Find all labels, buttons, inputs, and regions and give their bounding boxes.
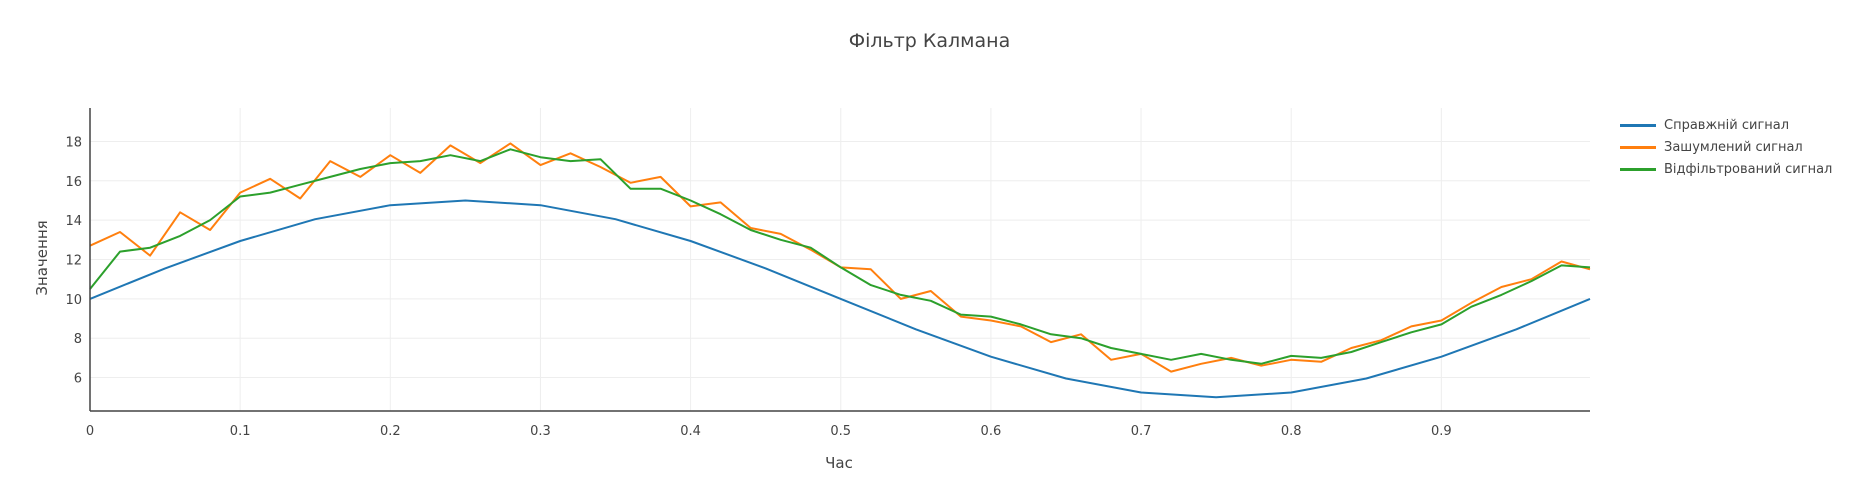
- legend-label: Зашумлений сигнал: [1664, 139, 1803, 155]
- x-tick-label: 0.2: [380, 424, 401, 439]
- x-tick-label: 0.4: [680, 424, 701, 439]
- x-tick-label: 0.8: [1281, 424, 1302, 439]
- x-tick-label: 0.3: [530, 424, 551, 439]
- series-line-1: [89, 142, 1591, 373]
- legend-item-noisy-signal[interactable]: Зашумлений сигнал: [1620, 136, 1832, 158]
- x-tick-label: 0: [86, 424, 94, 439]
- series-line-2: [89, 148, 1591, 365]
- axes: [89, 108, 1590, 412]
- legend-swatch-noisy-signal: [1620, 145, 1656, 149]
- y-tick-label: 18: [65, 135, 82, 150]
- y-axis-title: Значення: [33, 220, 51, 296]
- x-tick-label: 0.1: [230, 424, 251, 439]
- legend-item-filtered-signal[interactable]: Відфільтрований сигнал: [1620, 158, 1832, 180]
- x-tick-label: 0.6: [981, 424, 1002, 439]
- y-tick-label: 8: [74, 332, 82, 347]
- x-tick-label: 0.5: [830, 424, 851, 439]
- series-line-0: [89, 199, 1591, 399]
- series-lines: [89, 142, 1591, 399]
- tick-labels: 0 0.1 0.2 0.3 0.4 0.5 0.6 0.7 0.8 0.9 6 8 10 12 14 16 18: [65, 135, 1451, 439]
- legend-label: Справжній сигнал: [1664, 117, 1790, 133]
- y-tick-label: 14: [65, 214, 82, 229]
- legend-label: Відфільтрований сигнал: [1664, 161, 1833, 177]
- x-tick-label: 0.7: [1131, 424, 1152, 439]
- y-tick-label: 6: [74, 372, 82, 387]
- y-tick-label: 12: [65, 254, 82, 269]
- legend-item-true-signal[interactable]: Справжній сигнал: [1620, 114, 1832, 136]
- y-tick-label: 16: [65, 175, 82, 190]
- x-tick-label: 0.9: [1431, 424, 1452, 439]
- legend-swatch-filtered-signal: [1620, 167, 1656, 171]
- y-tick-label: 10: [65, 293, 82, 308]
- legend: Справжній сигнал Зашумлений сигнал Відфі…: [1620, 114, 1832, 180]
- chart-title: Фільтр Калмана: [848, 30, 1011, 52]
- legend-swatch-true-signal: [1620, 123, 1656, 127]
- x-axis-title: Час: [825, 454, 853, 472]
- grid-lines: [90, 108, 1590, 411]
